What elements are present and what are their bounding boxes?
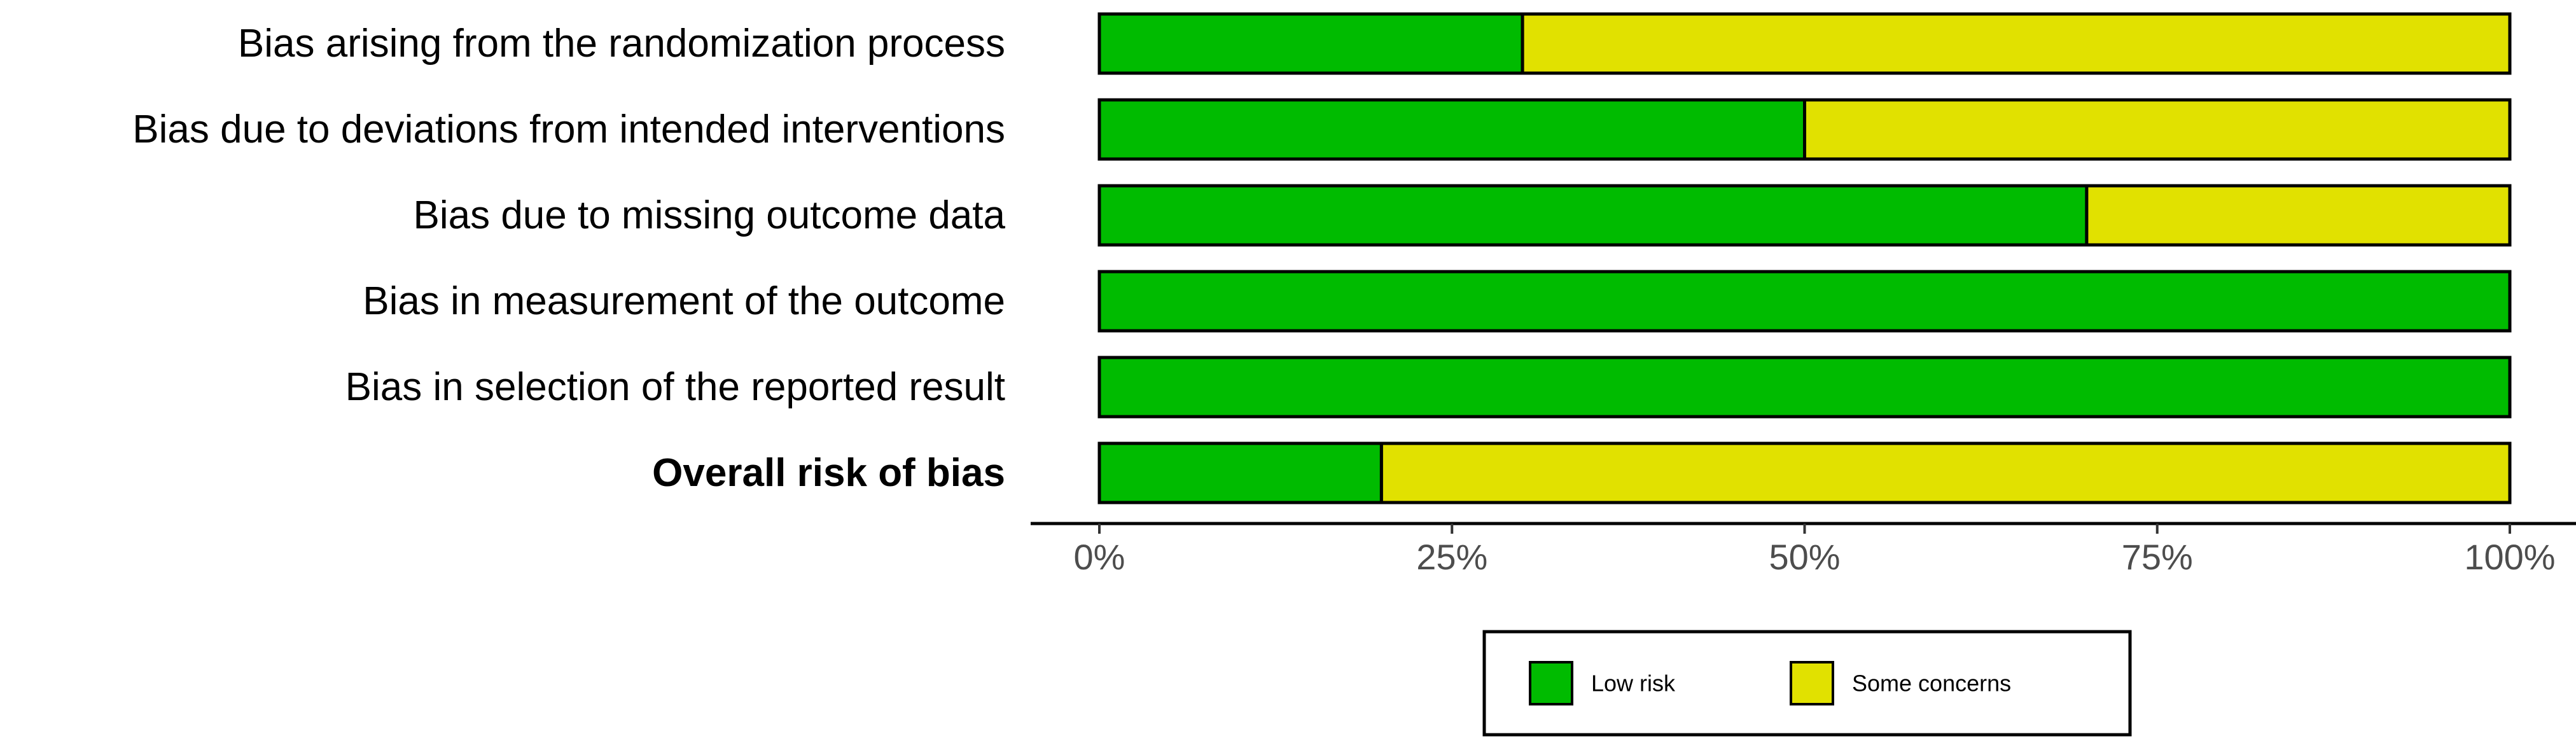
x-tick-label: 75% bbox=[2122, 537, 2193, 577]
category-label: Bias in selection of the reported result bbox=[345, 365, 1005, 409]
bar-segment-some-concerns bbox=[1803, 98, 2512, 161]
x-tick-label: 50% bbox=[1769, 537, 1840, 577]
x-tick-label: 100% bbox=[2464, 537, 2555, 577]
category-label: Overall risk of bias bbox=[652, 451, 1005, 495]
bar-segment-low-risk bbox=[1097, 184, 2089, 247]
bar-segment-some-concerns bbox=[1521, 12, 2512, 75]
bar-segment-low-risk bbox=[1097, 98, 1806, 161]
x-tick-label: 0% bbox=[1074, 537, 1125, 577]
bar-segment-some-concerns bbox=[2085, 184, 2512, 247]
category-label: Bias arising from the randomization proc… bbox=[238, 22, 1005, 66]
bar-segment-low-risk bbox=[1097, 356, 2512, 419]
category-label: Bias in measurement of the outcome bbox=[363, 279, 1005, 323]
category-label: Bias due to missing outcome data bbox=[413, 193, 1005, 237]
bar-segment-low-risk bbox=[1097, 270, 2512, 333]
bar-segment-low-risk bbox=[1097, 12, 1524, 75]
legend: Low risk Some concerns bbox=[1482, 630, 2132, 737]
legend-label: Low risk bbox=[1591, 670, 1676, 697]
legend-key-some-concerns bbox=[1790, 661, 1834, 705]
x-tick-label: 25% bbox=[1416, 537, 1487, 577]
legend-key-low-risk bbox=[1529, 661, 1573, 705]
category-label: Bias due to deviations from intended int… bbox=[132, 108, 1005, 151]
legend-box bbox=[1482, 630, 2132, 737]
legend-label: Some concerns bbox=[1852, 670, 2011, 697]
x-axis: 0% 25% 50% 75% 100% bbox=[1031, 522, 2576, 577]
bar-segment-low-risk bbox=[1097, 441, 1383, 504]
bar-segment-some-concerns bbox=[1379, 441, 2512, 504]
category-labels: Bias arising from the randomization proc… bbox=[132, 22, 1005, 495]
bars-group bbox=[1097, 12, 2512, 504]
